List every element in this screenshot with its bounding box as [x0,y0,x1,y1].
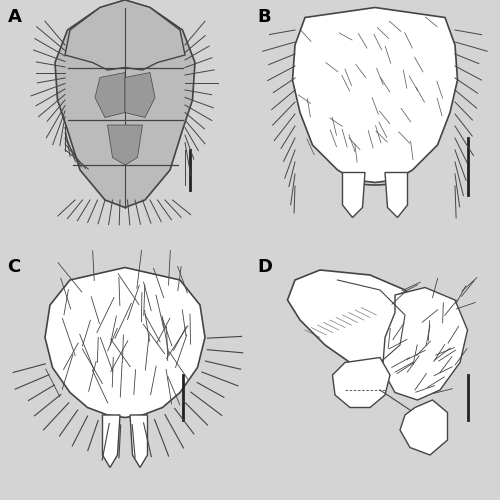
Polygon shape [292,8,458,182]
Polygon shape [382,288,468,400]
Text: A: A [8,8,22,26]
Text: B: B [258,8,271,26]
Polygon shape [125,72,155,118]
Polygon shape [108,125,142,165]
Text: C: C [8,258,21,276]
Polygon shape [45,268,205,418]
Polygon shape [332,358,390,408]
Polygon shape [55,0,195,208]
Polygon shape [342,172,365,218]
Polygon shape [400,400,448,455]
Polygon shape [95,72,125,118]
Polygon shape [288,270,420,370]
Polygon shape [65,0,185,70]
Text: D: D [258,258,272,276]
Polygon shape [130,415,148,468]
Polygon shape [385,172,407,218]
Polygon shape [102,415,120,468]
